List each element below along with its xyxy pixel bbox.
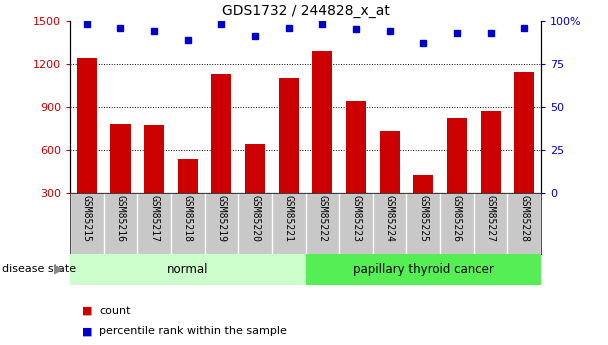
Text: ■: ■ [82,326,92,336]
Text: GSM85222: GSM85222 [317,195,327,242]
Text: GSM85223: GSM85223 [351,195,361,242]
Text: GSM85227: GSM85227 [486,195,496,242]
Bar [313,51,333,193]
Text: GSM85228: GSM85228 [519,195,530,242]
Bar [245,144,265,193]
Text: GSM85226: GSM85226 [452,195,462,242]
Text: GSM85221: GSM85221 [284,195,294,242]
Text: GSM85217: GSM85217 [149,195,159,242]
Bar [346,101,366,193]
Text: GSM85218: GSM85218 [183,195,193,242]
Bar [110,124,131,193]
Text: GSM85219: GSM85219 [216,195,226,242]
Bar [144,125,164,193]
Text: GSM85225: GSM85225 [418,195,428,242]
Bar [379,131,399,193]
Text: count: count [99,306,131,315]
Text: disease state: disease state [2,264,76,274]
Text: normal: normal [167,263,209,276]
Bar [178,159,198,193]
Bar [278,78,299,193]
Bar [447,118,467,193]
Bar [70,254,305,285]
Bar [413,175,434,193]
Text: GSM85215: GSM85215 [81,195,92,242]
Text: ■: ■ [82,306,92,315]
Text: GSM85224: GSM85224 [385,195,395,242]
Text: GSM85220: GSM85220 [250,195,260,242]
Text: ▶: ▶ [54,263,64,276]
Title: GDS1732 / 244828_x_at: GDS1732 / 244828_x_at [221,4,390,18]
Bar [77,58,97,193]
Bar [305,254,541,285]
Bar [480,111,501,193]
Bar [514,72,534,193]
Text: GSM85216: GSM85216 [116,195,125,242]
Text: percentile rank within the sample: percentile rank within the sample [99,326,287,336]
Text: papillary thyroid cancer: papillary thyroid cancer [353,263,494,276]
Bar [211,74,232,193]
